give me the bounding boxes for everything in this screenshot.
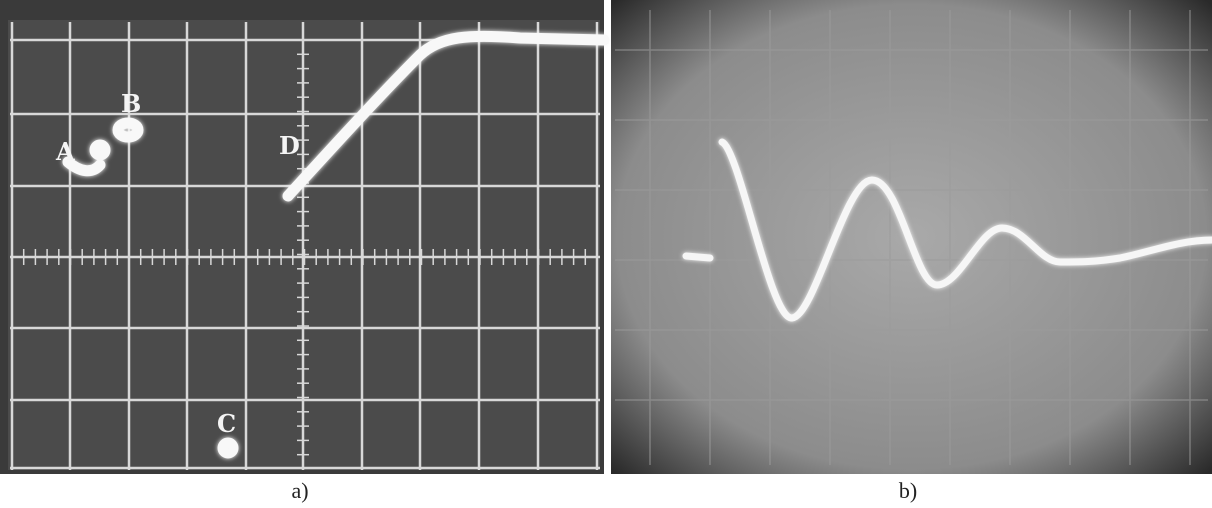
point-label: D bbox=[279, 131, 300, 160]
spot-ab bbox=[95, 145, 105, 155]
spot-c bbox=[223, 443, 233, 453]
point-label: C bbox=[217, 409, 236, 438]
figure: A B C D a) b) bbox=[0, 0, 1212, 508]
caption: b) bbox=[899, 478, 917, 503]
point-label: B bbox=[121, 89, 141, 118]
page: A B C D a) b) (() => { const data = JSON… bbox=[0, 0, 1212, 508]
point-label: A bbox=[55, 137, 75, 166]
caption: a) bbox=[291, 478, 308, 503]
trace-dash bbox=[686, 256, 710, 258]
